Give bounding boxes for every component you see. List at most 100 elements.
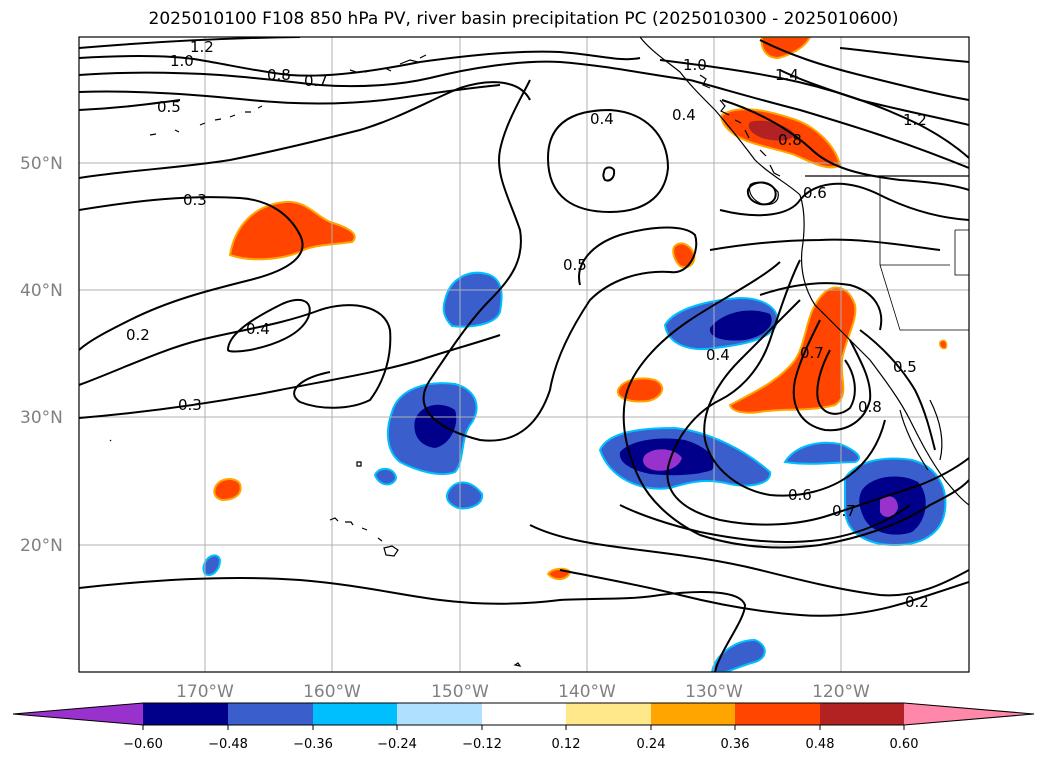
contour-label: 0.6 — [803, 184, 827, 202]
colorbar-segment — [313, 703, 397, 725]
contour-label: 0.5 — [563, 256, 587, 274]
lat-tick-label: 50°N — [20, 154, 63, 174]
precip-negative-blob — [373, 467, 398, 486]
contour-line — [816, 349, 856, 415]
contour-line — [559, 569, 969, 617]
colorbar-tick-label: −0.48 — [208, 737, 248, 752]
contour-label: 0.7 — [304, 72, 328, 90]
contour-labels: 1.2 1.0 0.8 0.7 0.5 0.4 0.3 0.2 0.4 0.3 … — [126, 38, 929, 611]
contour-label: 0.5 — [157, 98, 181, 116]
colorbar-segment — [735, 703, 820, 725]
contour-label: 1.2 — [190, 38, 214, 56]
contour-line — [226, 298, 311, 353]
colorbar-segment — [482, 703, 566, 725]
hawaiian-islands — [329, 517, 399, 557]
colorbar-tick-label: 0.36 — [721, 737, 750, 752]
pv-contours — [79, 37, 969, 672]
contour-line — [79, 50, 641, 77]
contour-line — [709, 238, 941, 251]
contour-line — [721, 99, 969, 191]
colorbar-tick-label: −0.36 — [293, 737, 333, 752]
precip-negative-blob — [783, 441, 860, 465]
colorbar-tick-label: −0.60 — [123, 737, 163, 752]
lon-tick-label: 150°W — [431, 682, 489, 702]
map-frame — [78, 36, 970, 673]
colorbar-segment — [397, 703, 482, 725]
contour-label: 0.7 — [800, 344, 824, 362]
colorbar: −0.60 −0.48 −0.36 −0.24 −0.12 0.12 0.24 … — [12, 702, 1035, 752]
precip-negative-core — [414, 404, 457, 448]
colorbar-segment — [820, 703, 904, 725]
gulf-of-california — [899, 399, 943, 471]
contour-label: 0.5 — [893, 358, 917, 376]
contour-line — [792, 319, 872, 432]
contour-line — [759, 282, 883, 331]
contour-line — [79, 99, 181, 111]
precip-shading — [202, 37, 948, 672]
precip-positive-blob — [760, 37, 812, 60]
contour-line — [79, 84, 501, 105]
contour-label: 0.4 — [706, 346, 730, 364]
lon-tick-label: 120°W — [812, 682, 870, 702]
lat-tick-labels: 50°N 40°N 30°N 20°N — [20, 154, 63, 556]
precip-negative-blob — [710, 638, 766, 672]
lat-tick-label: 40°N — [20, 281, 63, 301]
precip-negative-core — [709, 310, 772, 341]
state-borders — [879, 176, 969, 331]
contour-line — [79, 577, 747, 672]
precip-negative-blob — [442, 271, 503, 328]
lon-tick-label: 170°W — [176, 682, 234, 702]
precip-positive-blob — [213, 478, 242, 502]
contour-line — [79, 81, 531, 179]
contour-line — [703, 299, 886, 497]
alaska-panhandle-islands — [699, 74, 781, 177]
contour-line — [79, 334, 501, 419]
contour-label: 1.4 — [775, 66, 799, 84]
contour-line — [422, 79, 698, 442]
contour-line — [622, 261, 969, 549]
precip-negative-blob — [445, 481, 484, 510]
colorbar-segment — [651, 703, 735, 725]
precip-positive-blob — [672, 242, 696, 269]
colorbar-tick-label: −0.12 — [462, 737, 502, 752]
lon-tick-label: 140°W — [558, 682, 616, 702]
lon-tick-labels: 170°W 160°W 150°W 140°W 130°W 120°W — [176, 682, 870, 702]
contour-line — [779, 69, 969, 126]
contour-label: 1.0 — [170, 52, 194, 70]
contour-label: 0.2 — [126, 326, 150, 344]
colorbar-extend-low — [13, 703, 143, 725]
precip-negative-peak — [880, 496, 898, 517]
colorbar-ticks — [142, 725, 905, 730]
contour-line — [79, 196, 304, 351]
contour-line — [546, 108, 670, 214]
contour-label: 0.7 — [832, 502, 856, 520]
contour-line — [79, 304, 392, 409]
contour-line — [529, 524, 969, 597]
precip-positive-blob — [939, 339, 948, 350]
lat-tick-label: 30°N — [20, 408, 63, 428]
contour-label: 1.0 — [683, 56, 707, 74]
contour-label: 0.8 — [778, 131, 802, 149]
contour-line — [839, 47, 969, 63]
contour-label: 0.6 — [788, 486, 812, 504]
precip-positive-strong — [748, 120, 795, 141]
small-island — [109, 439, 522, 667]
north-america-coast — [639, 37, 969, 506]
colorbar-segment — [228, 703, 313, 725]
contour-label: 0.3 — [183, 191, 207, 209]
contour-line — [859, 329, 936, 451]
colorbar-tick-label: 0.12 — [552, 737, 581, 752]
contour-label: 0.8 — [267, 66, 291, 84]
colorbar-tick-label: −0.24 — [377, 737, 417, 752]
contour-label: 0.4 — [672, 106, 696, 124]
precip-positive-blob — [228, 200, 356, 261]
contour-label: 0.4 — [590, 110, 614, 128]
contour-label: 0.8 — [858, 398, 882, 416]
lon-tick-label: 160°W — [303, 682, 361, 702]
contour-label: 0.4 — [246, 320, 270, 338]
colorbar-segment — [566, 703, 651, 725]
colorbar-tick-label: 0.60 — [890, 737, 919, 752]
contour-label: 1.2 — [903, 111, 927, 129]
contour-line — [746, 181, 777, 206]
